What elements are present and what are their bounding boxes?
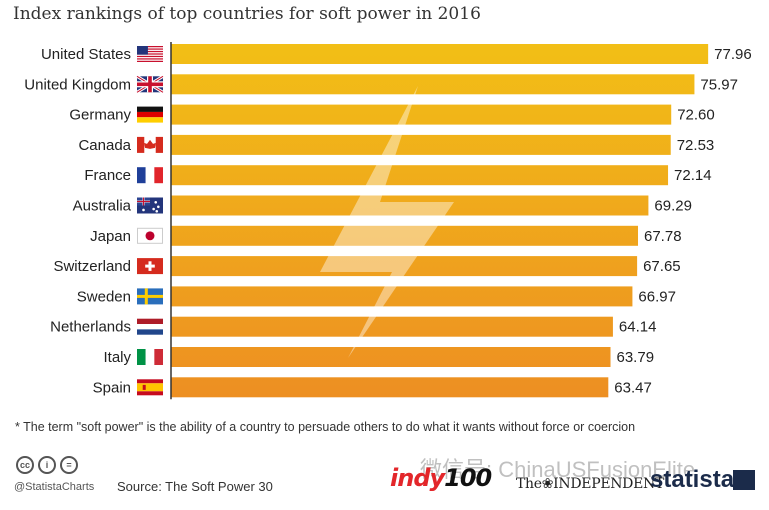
lightning-bolt-decoration — [320, 86, 454, 358]
category-label: Sweden — [77, 288, 131, 305]
indy100-logo-number: 100 — [444, 464, 492, 492]
category-label: Japan — [90, 228, 131, 245]
category-label: Canada — [78, 137, 131, 154]
value-label: 67.78 — [644, 228, 682, 245]
bar — [171, 347, 611, 367]
chart-title: Index rankings of top countries for soft… — [13, 4, 481, 24]
bar — [171, 195, 649, 216]
bar — [171, 316, 613, 337]
category-label: Australia — [73, 198, 132, 215]
bar — [171, 74, 695, 95]
indy100-logo-text: indy — [390, 464, 445, 492]
license-icons: cc i = — [16, 456, 78, 474]
value-label: 75.97 — [700, 76, 738, 93]
independent-logo: The❀INDEPENDENT — [516, 476, 665, 492]
bar — [171, 256, 638, 277]
category-label: United States — [41, 46, 131, 63]
sweden-flag-icon — [137, 288, 163, 305]
value-label: 63.79 — [617, 349, 655, 366]
category-label: United Kingdom — [24, 76, 131, 93]
creative-commons-icon: cc — [16, 456, 34, 474]
japan-flag-icon — [137, 227, 163, 244]
germany-flag-icon — [137, 106, 163, 123]
bar — [171, 225, 639, 246]
category-label: Switzerland — [53, 258, 131, 275]
spain-flag-icon — [137, 379, 163, 396]
value-label: 64.14 — [619, 319, 657, 336]
us-flag-icon — [137, 46, 163, 62]
statista-handle: @StatistaCharts — [14, 481, 95, 493]
value-label: 72.14 — [674, 167, 712, 184]
value-label: 72.53 — [677, 137, 715, 154]
netherlands-flag-icon — [137, 318, 163, 335]
indy100-logo: indy100 — [390, 464, 492, 492]
bar — [171, 134, 671, 155]
value-label: 66.97 — [638, 288, 676, 305]
italy-flag-icon — [137, 349, 163, 365]
value-label: 67.65 — [643, 258, 681, 275]
statista-logo: statista — [650, 466, 735, 493]
attribution-icon: i — [38, 456, 56, 474]
bar — [171, 377, 609, 398]
no-derivatives-icon: = — [60, 456, 78, 474]
statista-logo-icon — [733, 470, 755, 490]
value-label: 69.29 — [654, 198, 692, 215]
wechat-watermark: 微信号: ChinaUSFusionElite — [420, 457, 696, 482]
category-label: France — [84, 167, 131, 184]
bar-chart: United States United Kingdom Germany Canada… — [24, 42, 752, 400]
canada-flag-icon — [137, 136, 163, 153]
bar — [171, 165, 669, 186]
category-label: Spain — [93, 379, 131, 396]
switzerland-flag-icon — [137, 258, 163, 275]
bar — [171, 44, 709, 64]
footnote: * The term "soft power" is the ability o… — [15, 420, 636, 434]
source-note: Source: The Soft Power 30 — [117, 479, 273, 494]
value-label: 77.96 — [714, 46, 752, 63]
category-label: Italy — [103, 349, 131, 366]
uk-flag-icon — [136, 75, 164, 94]
value-label: 63.47 — [614, 379, 652, 396]
australia-flag-icon — [137, 197, 163, 214]
bar — [171, 104, 672, 125]
category-label: Netherlands — [50, 319, 131, 336]
bar — [171, 286, 633, 307]
value-label: 72.60 — [677, 107, 715, 124]
france-flag-icon — [137, 167, 163, 184]
category-label: Germany — [69, 107, 131, 124]
